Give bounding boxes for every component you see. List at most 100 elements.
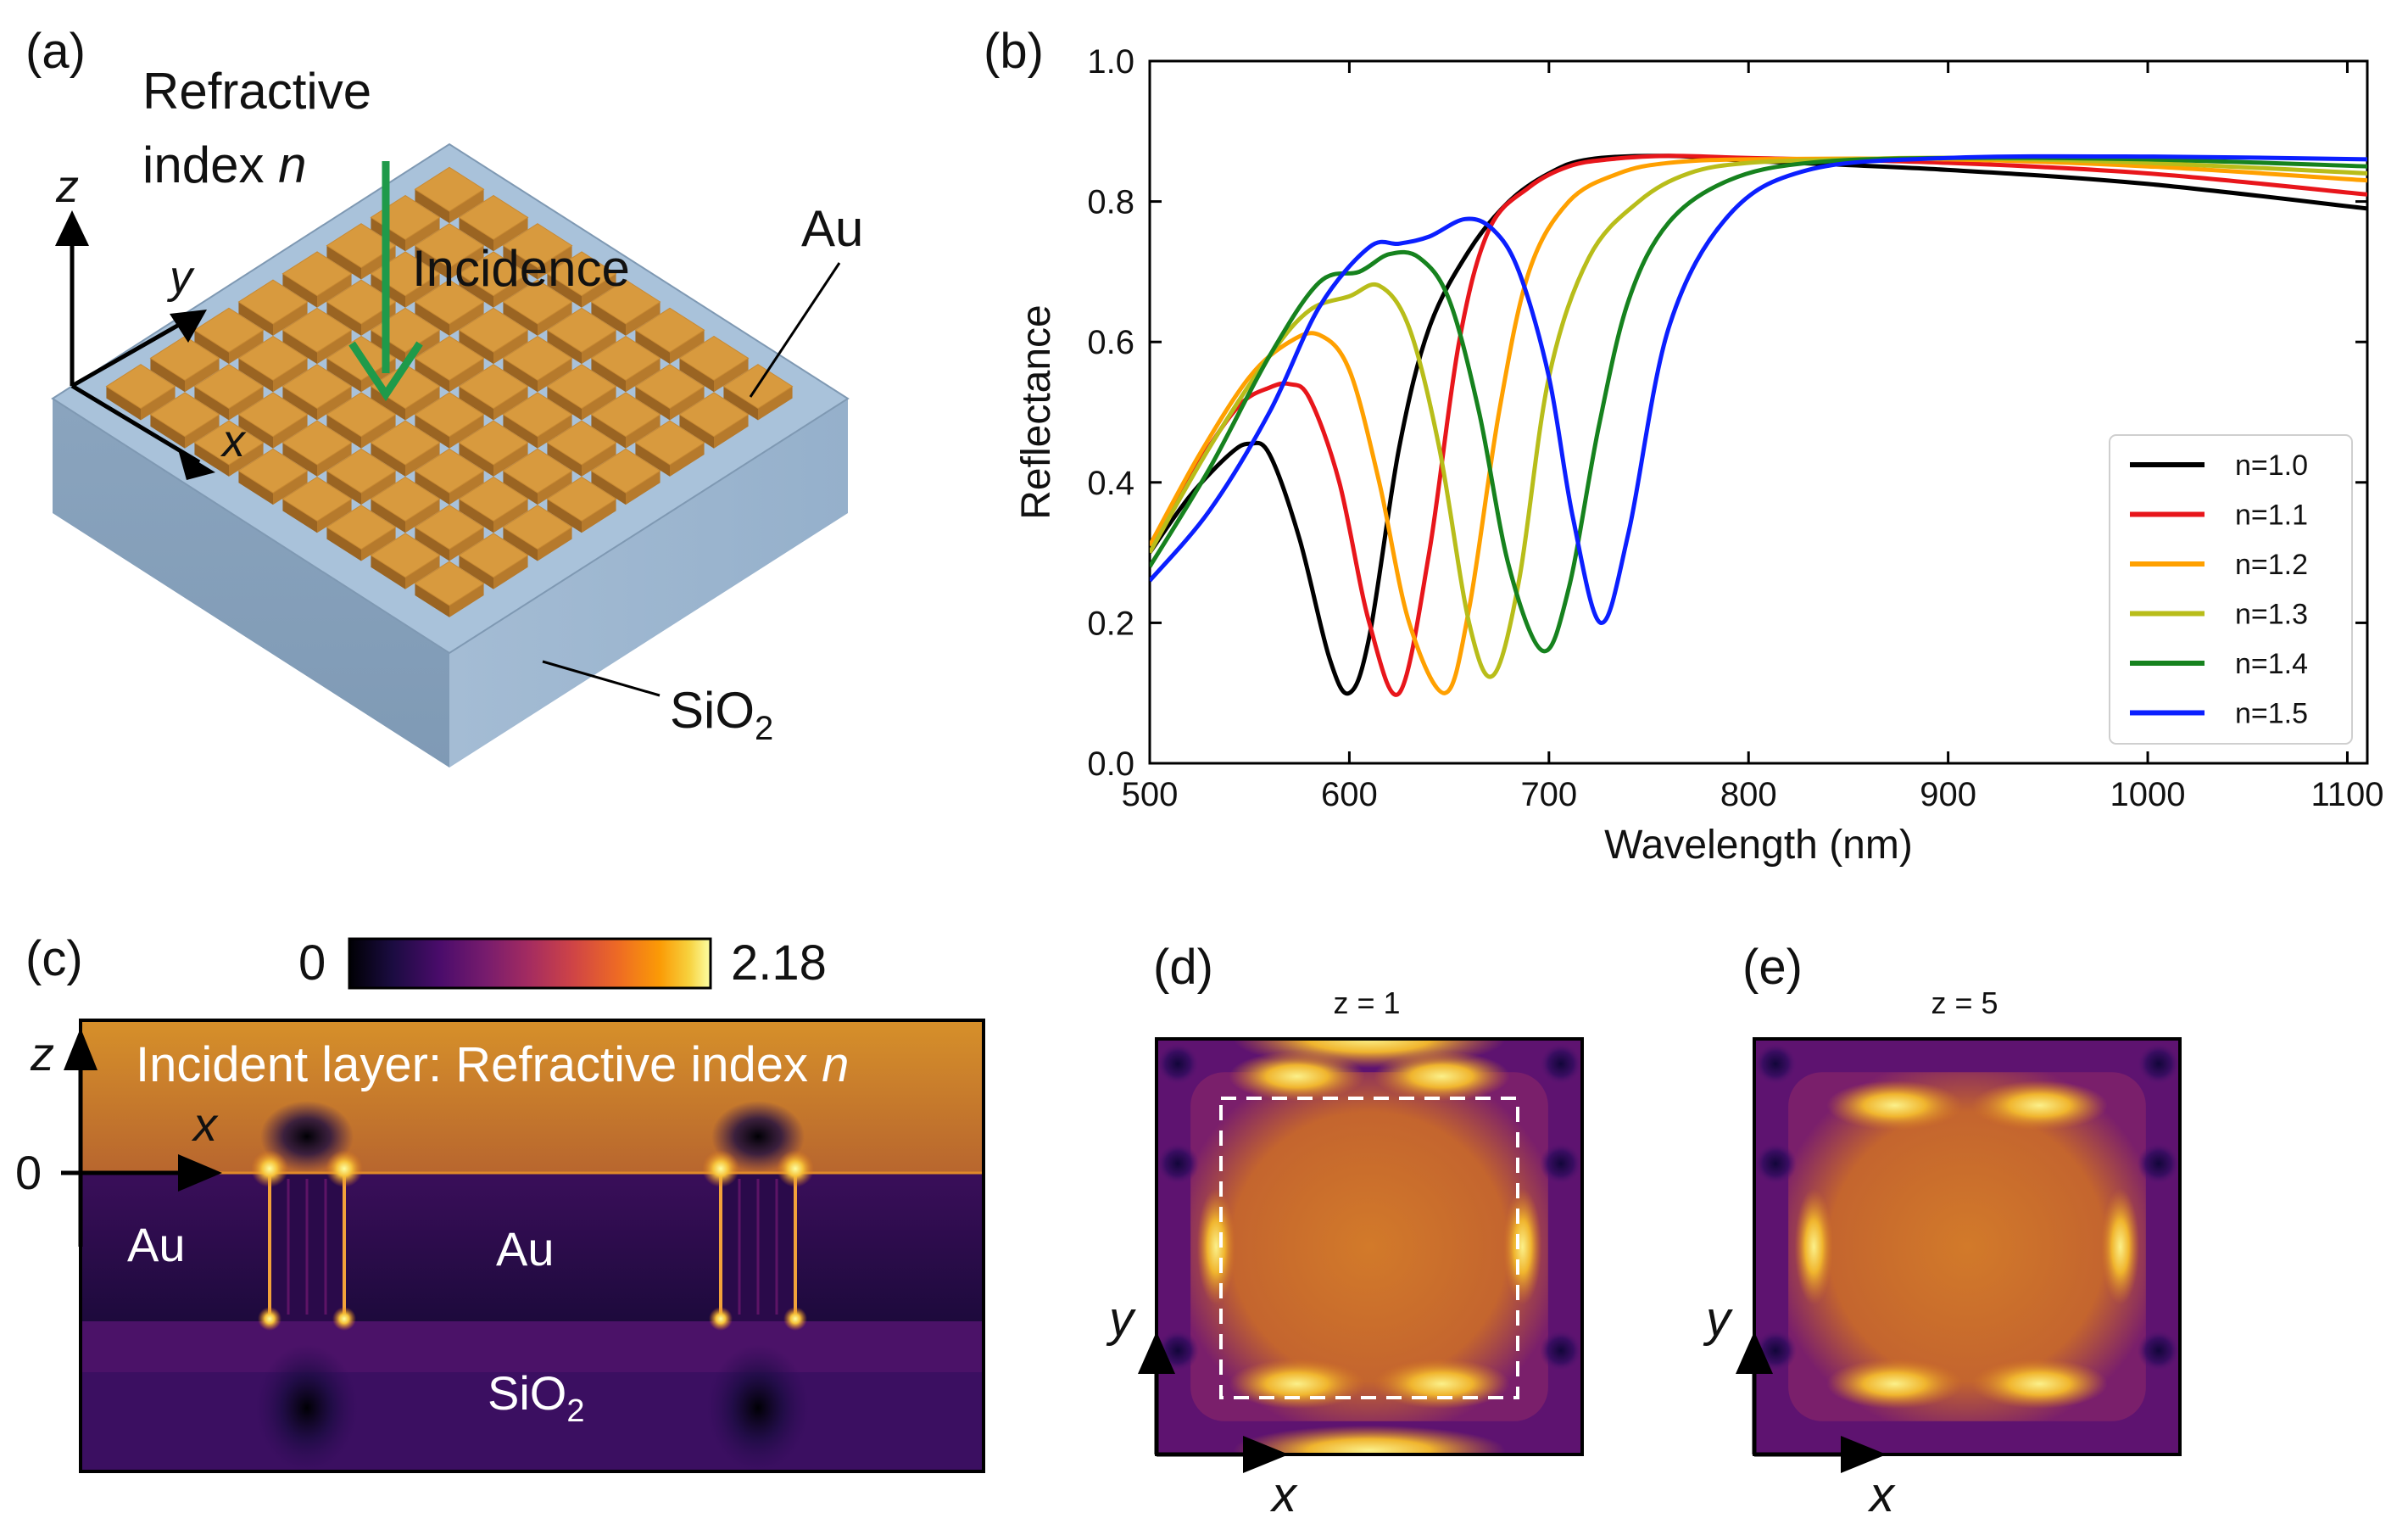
gold-patch [193,364,265,410]
field-map-xz [79,1019,985,1473]
legend-label: n=1.5 [2235,698,2308,730]
gold-patch-side [371,499,405,533]
panel-label-b: (b) [984,24,1044,79]
panel-d: (d) z = 1 y x [1106,940,1584,1522]
axis-x-label: x [220,416,247,466]
gold-patch-side [141,386,176,421]
gold-patch-side [317,499,352,533]
gold-patch-side [582,443,616,477]
gold-patch-side [538,358,572,393]
gold-patch-side [679,414,714,449]
field-map-d [1155,1037,1584,1456]
gold-patch-side [547,273,582,308]
gold-patch [281,476,353,522]
gold-patch-side [371,386,405,421]
gold-patch [237,279,309,325]
gold-patch-side [405,386,440,421]
gold-patch [370,420,441,466]
zero-label-c: 0 [15,1146,42,1199]
gold-patch [326,448,397,494]
gold-patch [326,392,397,438]
axis-x-label-d: x [1269,1467,1298,1522]
gold-patch-side [493,217,528,252]
gold-patch [590,335,661,381]
gold-patch-side [582,273,616,308]
gold-patch-side [361,414,396,449]
gold-patch [414,448,485,494]
series-line-n=1.5 [1150,154,2367,625]
gold-patch-side [582,386,616,421]
gold-patch-side [449,189,484,224]
gold-patch-side [282,273,317,308]
panel-label-e: (e) [1742,940,1803,995]
gold-patch-side [591,414,626,449]
gold-patch [414,223,485,269]
gold-patch-side [106,386,141,421]
gold-patch-side [714,358,749,393]
panel-label-a: (a) [25,24,86,79]
au-left-label: Au [127,1218,186,1271]
gold-patch [634,364,705,410]
gold-patch-side [635,330,670,365]
gold-patch-side [238,302,273,336]
gold-patch [105,364,176,410]
gold-patch-side [758,386,793,421]
gold-patch-side [194,443,229,477]
gold-patch-side [538,302,572,336]
gold-patch-side [326,414,361,449]
gold-patch-side [415,189,449,224]
z-arrow-head [55,210,89,246]
gold-patch-side [459,386,493,421]
gold-patch-side [493,273,528,308]
gold-patch-side [282,443,317,477]
gold-patch-side [670,386,705,421]
gold-patch-side [582,330,616,365]
axis-z-label: z [55,161,79,212]
gold-patch-side [538,414,572,449]
gold-patch [414,505,485,550]
gold-patch-side [150,358,185,393]
panel-label-c: (c) [25,931,83,986]
gold-patch [458,251,529,297]
gold-patch-side [449,245,484,280]
gold-patch-side [229,443,264,477]
gold-patch-side [326,471,361,505]
gold-patch-side [282,330,317,365]
gold-patch-side [538,471,572,505]
gold-patch-side [449,527,484,561]
gold-patch-side [273,358,308,393]
gold-patch-side [547,386,582,421]
gold-patch [149,392,220,438]
gold-patch-side [194,330,229,365]
gold-patch-side [415,471,449,505]
x-arrow-head-d [1243,1436,1289,1473]
gold-patch [590,279,661,325]
axis-y-label: y [166,252,195,303]
au-label-a: Au [801,200,863,257]
gold-patch-side [538,245,572,280]
au-center-label: Au [496,1222,555,1276]
legend-box [2109,434,2353,745]
substrate-side-face [449,399,848,768]
gold-patch [237,392,309,438]
gold-patch-side [317,443,352,477]
gold-patch-side [459,499,493,533]
gold-patch-side [326,245,361,280]
gold-patch-side [326,302,361,336]
panel-c: (c) 0 2.18 [15,931,985,1473]
incidence-label: Incidence [412,240,630,297]
gold-patch-side [626,471,661,505]
gold-patch-side [238,414,273,449]
gold-patch [502,335,573,381]
gold-patch-side [459,330,493,365]
gold-patch [678,392,750,438]
axis-x-label-c: x [191,1097,219,1151]
gold-patch [414,561,485,606]
gold-patch [458,364,529,410]
gold-patch-side [493,443,528,477]
panel-b: (b) 500 600 700 800 900 1000 1100 0.0 0.2 0.4 0.6… [984,24,2383,868]
gold-patch [546,476,617,522]
gold-patch-side [405,555,440,589]
gold-patch-side [317,273,352,308]
